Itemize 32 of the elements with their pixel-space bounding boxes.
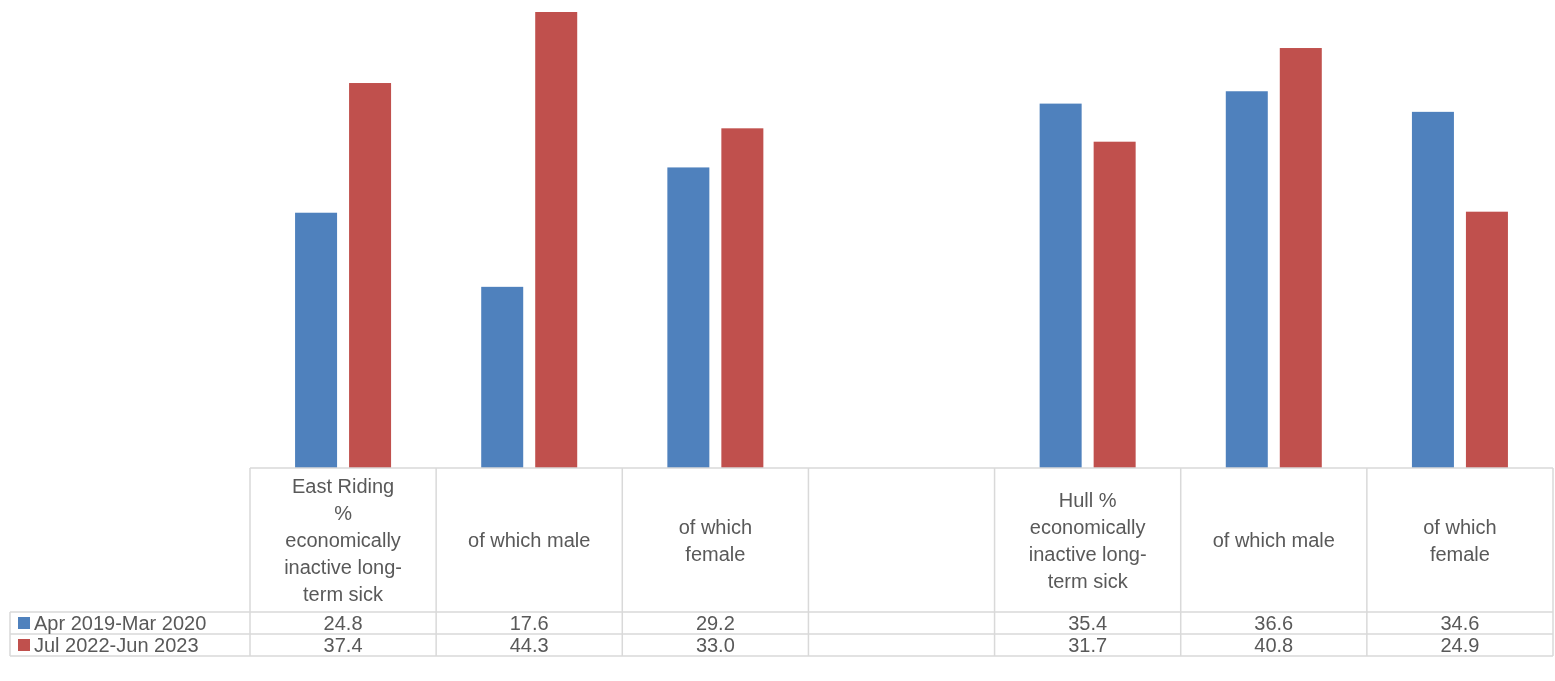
bar <box>1093 141 1136 468</box>
data-label: 24.9 <box>1440 634 1480 656</box>
bar <box>1279 48 1322 468</box>
data-label: 17.6 <box>509 612 549 634</box>
data-label: 36.6 <box>1254 612 1294 634</box>
legend-label: Jul 2022-Jun 2023 <box>34 634 199 656</box>
legend-label: Apr 2019-Mar 2020 <box>34 612 207 634</box>
data-label: 34.6 <box>1440 612 1480 634</box>
data-label: 24.8 <box>323 612 363 634</box>
bar <box>1039 103 1082 468</box>
x-tick-label: of which female <box>678 515 753 565</box>
bar <box>535 12 578 468</box>
data-label: 44.3 <box>509 634 549 656</box>
bar <box>667 167 710 468</box>
bar <box>721 128 764 468</box>
x-tick-label: of which female <box>1423 515 1497 565</box>
x-tick-label: Hull % economically inactive long-term sick <box>1028 488 1147 592</box>
bar <box>1225 91 1268 468</box>
data-label: 29.2 <box>695 612 735 634</box>
bar <box>481 286 524 468</box>
x-tick-label: of which male <box>468 529 591 551</box>
data-label: 35.4 <box>1068 612 1108 634</box>
bar <box>295 212 338 468</box>
bar <box>1465 211 1508 468</box>
bar <box>1411 111 1454 468</box>
data-label: 37.4 <box>323 634 363 656</box>
x-tick-label: of which male <box>1212 529 1335 551</box>
x-tick-label: East Riding % economically inactive long-term sick <box>284 475 402 605</box>
bar <box>349 83 392 468</box>
data-label: 31.7 <box>1068 634 1108 656</box>
data-label: 33.0 <box>695 634 735 656</box>
data-label: 40.8 <box>1254 634 1294 656</box>
